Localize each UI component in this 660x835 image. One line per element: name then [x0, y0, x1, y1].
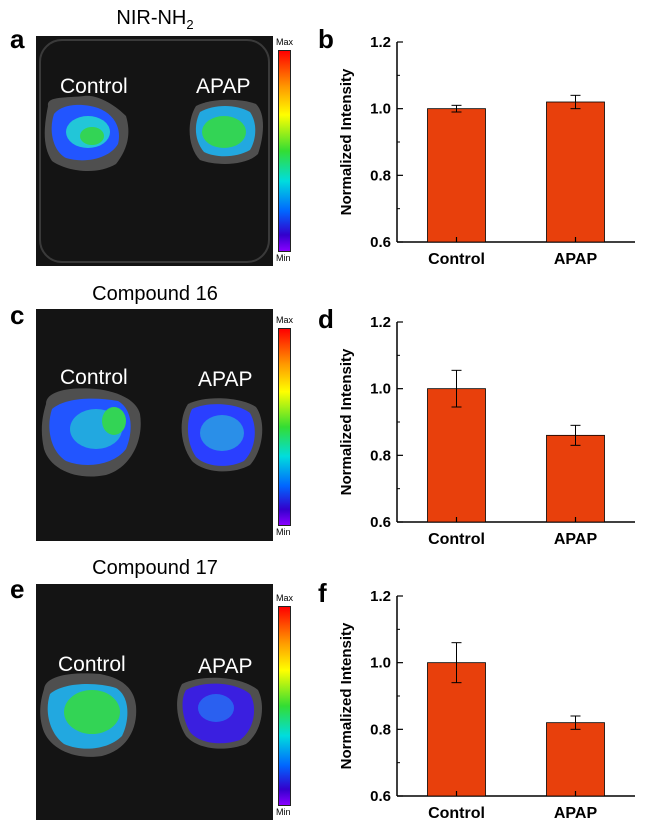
fluorescence-image-a: Control APAP: [36, 36, 273, 266]
y-axis-label: Normalized Intensity: [338, 622, 355, 769]
bar-control: [427, 108, 486, 243]
tissue-apap-signal-high: [202, 116, 246, 148]
liver-tissue-image: [39, 39, 270, 263]
tissue-control-signal-high: [102, 407, 126, 435]
y-tick-label: 0.8: [370, 167, 391, 184]
color-scale-e: Max Min: [276, 592, 302, 820]
x-tick-label-apap: APAP: [554, 531, 598, 548]
y-axis-label: Normalized Intensity: [338, 68, 355, 215]
bar-chart-b: 0.6 0.8 1.0 1.2 Normalized Intensity Control A…: [335, 20, 655, 276]
image-title-text: NIR-NH: [116, 7, 187, 29]
panel-letter-f: f: [318, 578, 327, 608]
bar-chart-d: 0.6 0.8 1.0 1.2 Normalized Intensity Control A…: [335, 300, 655, 556]
x-tick-label-control: Control: [428, 805, 485, 822]
bar-control: [427, 662, 486, 797]
y-tick-label: 1.0: [370, 101, 391, 118]
label-apap-e: APAP: [198, 655, 253, 678]
y-tick-label: 1.2: [370, 588, 391, 605]
tissue-control-signal-high: [80, 127, 104, 145]
scale-min-label: Min: [276, 527, 291, 537]
x-tick-label-control: Control: [428, 251, 485, 268]
color-scale-a: Max Min: [276, 36, 302, 266]
scale-max-label: Max: [276, 315, 294, 325]
y-tick-label: 0.6: [370, 234, 391, 251]
bar-control: [427, 388, 486, 523]
label-control-c: Control: [60, 366, 128, 389]
scale-max-label: Max: [276, 37, 294, 47]
image-title-compound-16: Compound 16: [30, 284, 280, 307]
liver-tissue-image: [41, 388, 263, 477]
scale-gradient-bar: [278, 328, 291, 526]
label-apap-c: APAP: [198, 368, 253, 391]
image-title-nir-nh2: NIR-NH2: [30, 8, 280, 31]
tissue-control-signal-high: [64, 690, 120, 734]
label-control-e: Control: [58, 653, 126, 676]
panel-letter-d: d: [318, 304, 334, 334]
tissue-apap-signal-mid: [200, 415, 244, 451]
y-tick-label: 0.8: [370, 721, 391, 738]
liver-tissue-image: [40, 673, 262, 757]
bar-apap: [546, 722, 605, 797]
scale-max-label: Max: [276, 593, 294, 603]
scale-min-label: Min: [276, 253, 291, 263]
chart-svg: 0.6 0.8 1.0 1.2 Normalized Intensity Control A…: [338, 588, 635, 822]
panel-letter-e: e: [10, 574, 25, 604]
y-tick-label: 1.2: [370, 34, 391, 51]
image-title-compound-17: Compound 17: [30, 558, 280, 581]
x-tick-label-apap: APAP: [554, 805, 598, 822]
label-control-a: Control: [60, 75, 128, 98]
y-tick-label: 0.6: [370, 788, 391, 805]
scale-gradient-bar: [278, 50, 291, 252]
bar-apap: [546, 434, 605, 523]
x-tick-label-control: Control: [428, 531, 485, 548]
scale-gradient-bar: [278, 606, 291, 806]
bar-apap: [546, 101, 605, 243]
fluorescence-image-c: Control APAP: [36, 309, 273, 541]
y-tick-label: 1.2: [370, 314, 391, 331]
y-axis-label: Normalized Intensity: [338, 348, 355, 495]
fluorescence-image-e: Control APAP: [36, 584, 273, 820]
dish-rim: [39, 39, 270, 263]
image-title-text: Compound 16: [92, 283, 218, 305]
image-title-text: Compound 17: [92, 557, 218, 579]
label-apap-a: APAP: [196, 75, 251, 98]
panel-letter-a: a: [10, 24, 25, 54]
y-tick-label: 1.0: [370, 655, 391, 672]
panel-letter-b: b: [318, 24, 334, 54]
y-tick-label: 1.0: [370, 381, 391, 398]
chart-svg: 0.6 0.8 1.0 1.2 Normalized Intensity Control A…: [338, 314, 635, 548]
panel-letter-c: c: [10, 300, 25, 330]
chart-svg: 0.6 0.8 1.0 1.2 Normalized Intensity Control A…: [338, 34, 635, 268]
color-scale-c: Max Min: [276, 314, 302, 542]
scale-min-label: Min: [276, 807, 291, 817]
y-tick-label: 0.8: [370, 447, 391, 464]
tissue-apap-signal-mid: [198, 694, 234, 722]
bar-chart-f: 0.6 0.8 1.0 1.2 Normalized Intensity Control A…: [335, 574, 655, 830]
x-tick-label-apap: APAP: [554, 251, 598, 268]
y-tick-label: 0.6: [370, 514, 391, 531]
image-title-subscript: 2: [186, 17, 194, 32]
